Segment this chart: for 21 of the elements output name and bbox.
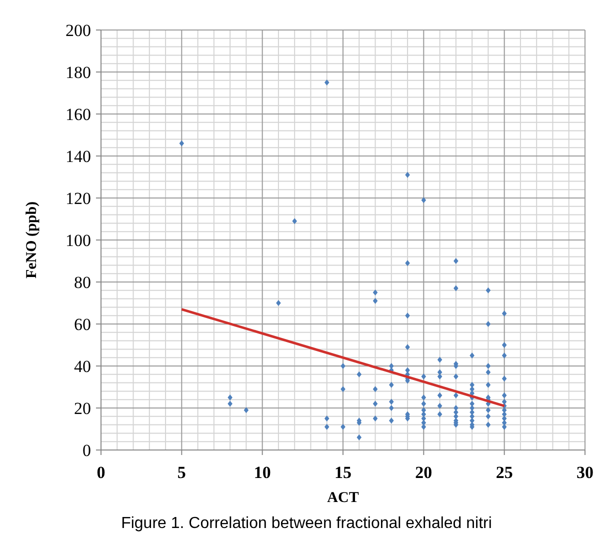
x-axis-title: ACT [327,490,359,506]
y-axis-title: FeNO (ppb) [24,201,40,279]
x-tick-label: 30 [576,463,594,482]
y-tick-label: 160 [66,105,91,124]
y-tick-label: 200 [66,21,91,40]
x-tick-label: 0 [96,463,106,482]
x-tick-label: 15 [334,463,352,482]
y-tick-label: 140 [66,147,91,166]
y-tick-label: 100 [66,231,91,250]
y-tick-label: 180 [66,63,91,82]
y-tick-label: 120 [66,189,91,208]
x-tick-label: 25 [496,463,513,482]
y-tick-label: 80 [74,273,91,292]
y-tick-label: 60 [74,315,91,334]
y-tick-label: 20 [74,399,91,418]
x-tick-label: 10 [254,463,271,482]
y-tick-label: 0 [82,441,91,460]
caption: Figure 1. Correlation between fractional exhaled nitri [121,515,492,532]
y-tick-label: 40 [74,357,91,376]
x-tick-label: 5 [177,463,186,482]
x-tick-label: 20 [415,463,432,482]
